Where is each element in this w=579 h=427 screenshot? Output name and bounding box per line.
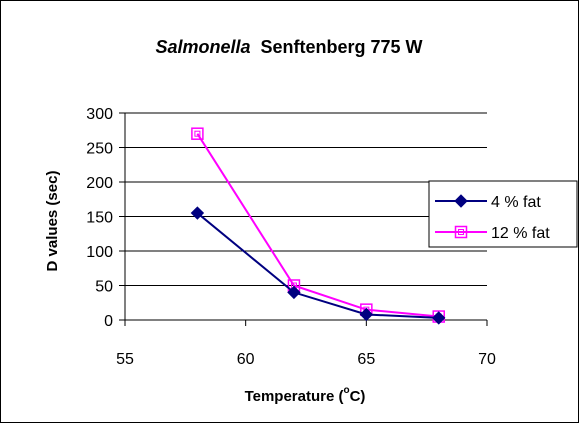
y-tick-label-300: 300: [86, 106, 113, 123]
x-axis-label-sup: o: [343, 385, 349, 396]
legend-marker-1: [454, 225, 468, 239]
axes: [124, 113, 488, 326]
x-tick-label-70: 70: [478, 351, 496, 368]
legend-label-1: 12 % fat: [491, 225, 550, 242]
legend: 4 % fat 12 % fat: [428, 180, 578, 248]
chart-title-rest: Senftenberg 775 W: [261, 37, 423, 57]
legend-marker-0: [454, 194, 468, 208]
x-axis-label: Temperature (oC): [245, 385, 366, 405]
series-0-point-2: [359, 307, 374, 322]
y-tick-label-250: 250: [86, 141, 113, 158]
tick-labels: 0 50 100 150 200 250 300 55 60 65 70: [86, 106, 496, 368]
series-layer: [190, 127, 446, 325]
grid-lines: [119, 112, 487, 321]
x-axis-label-end: C): [350, 388, 366, 405]
x-axis-label-main: Temperature (: [245, 388, 344, 405]
series-0: [190, 206, 446, 325]
y-axis-label: D values (sec): [44, 171, 61, 272]
chart-title: Salmonella Senftenberg 775 W: [155, 37, 422, 57]
series-0-point-1: [287, 285, 301, 300]
y-tick-label-200: 200: [86, 175, 113, 192]
series-1-line: [196, 133, 439, 318]
series-0-point-3: [432, 311, 446, 325]
series-1-point-0: [191, 127, 204, 140]
series-1: [191, 127, 445, 323]
y-tick-label-150: 150: [86, 210, 113, 227]
y-tick-label-50: 50: [95, 279, 113, 296]
x-tick-label-65: 65: [357, 351, 375, 368]
series-0-line: [196, 212, 439, 319]
legend-box: [428, 180, 578, 248]
series-0-point-0: [190, 206, 205, 220]
y-tick-label-100: 100: [86, 244, 113, 261]
chart-title-italic: Salmonella: [155, 37, 250, 57]
legend-marker-1-outer: [454, 225, 468, 239]
series-1-point-0-inner: [194, 130, 201, 137]
series-1-point-0-outer: [191, 127, 204, 140]
legend-label-0: 4 % fat: [491, 194, 541, 211]
x-tick-label-60: 60: [237, 351, 255, 368]
legend-marker-1-inner: [458, 229, 464, 235]
x-tick-label-55: 55: [116, 351, 134, 368]
y-tick-label-0: 0: [104, 313, 113, 330]
